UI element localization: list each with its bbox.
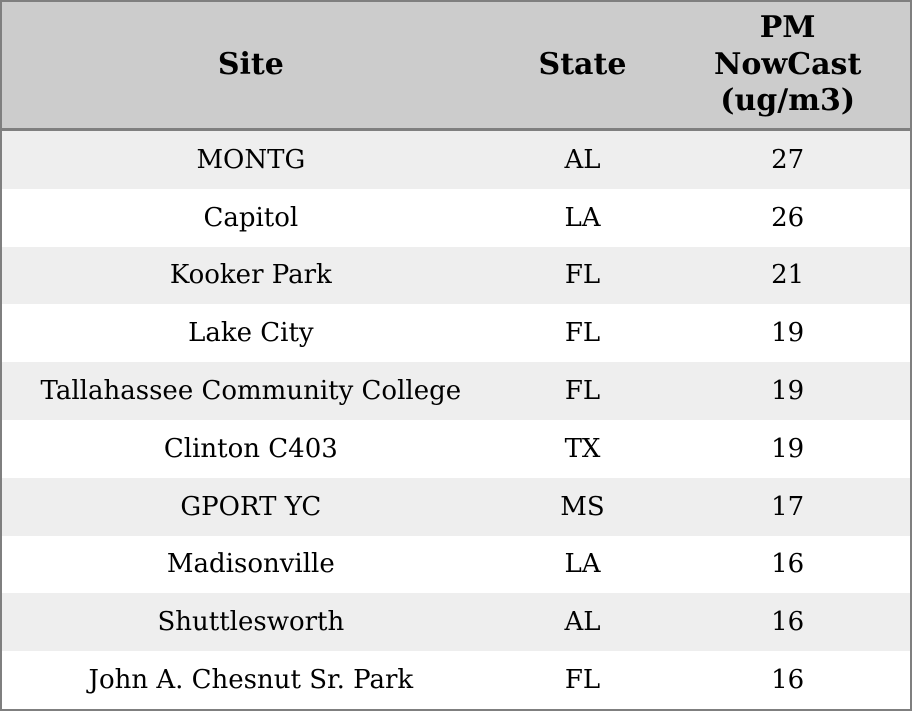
cell-site: Shuttlesworth bbox=[157, 607, 345, 638]
cell-site: Kooker Park bbox=[169, 260, 332, 291]
cell-pm-nowcast: 19 bbox=[771, 376, 805, 407]
cell-state: LA bbox=[564, 549, 601, 580]
cell-pm-nowcast: 16 bbox=[771, 665, 805, 696]
table-header: Site State PM NowCast (ug/m3) bbox=[1, 1, 911, 131]
cell-pm-nowcast: 16 bbox=[771, 549, 805, 580]
table-row: MONTG AL 27 bbox=[1, 129, 911, 189]
header-row: Site State PM NowCast (ug/m3) bbox=[1, 1, 911, 131]
cell-site: Tallahassee Community College bbox=[40, 376, 462, 407]
table-row: Tallahassee Community College FL 19 bbox=[1, 362, 911, 420]
cell-state: TX bbox=[564, 433, 601, 464]
cell-site: Madisonville bbox=[166, 549, 335, 580]
column-header-state: State bbox=[499, 1, 666, 131]
column-header-pm-nowcast: PM NowCast (ug/m3) bbox=[665, 1, 911, 131]
cell-state: LA bbox=[564, 202, 601, 233]
table-row: Kooker Park FL 21 bbox=[1, 246, 911, 305]
pm-header-line-3: (ug/m3) bbox=[720, 83, 856, 119]
pm-header-line-2: NowCast bbox=[713, 46, 862, 82]
cell-pm-nowcast: 26 bbox=[771, 202, 805, 233]
cell-pm-nowcast: 16 bbox=[771, 607, 805, 638]
table-row: Clinton C403 TX 19 bbox=[1, 419, 911, 478]
cell-site: John A. Chesnut Sr. Park bbox=[88, 665, 414, 696]
cell-site: GPORT YC bbox=[180, 491, 322, 522]
cell-state: FL bbox=[564, 376, 601, 407]
cell-state: FL bbox=[564, 318, 601, 349]
table-row: John A. Chesnut Sr. Park FL 16 bbox=[1, 651, 911, 710]
cell-site: Lake City bbox=[188, 318, 314, 349]
cell-state: FL bbox=[564, 260, 601, 291]
cell-state: AL bbox=[564, 607, 601, 638]
cell-pm-nowcast: 19 bbox=[771, 318, 805, 349]
cell-state: FL bbox=[564, 665, 601, 696]
column-header-site: Site bbox=[1, 1, 500, 131]
cell-site: MONTG bbox=[196, 144, 306, 175]
table-row: Capitol LA 26 bbox=[1, 188, 911, 247]
cell-pm-nowcast: 21 bbox=[771, 260, 805, 291]
table-row: Madisonville LA 16 bbox=[1, 535, 911, 594]
cell-pm-nowcast: 19 bbox=[771, 433, 805, 464]
cell-site: Clinton C403 bbox=[163, 433, 338, 464]
pm-header-line-1: PM bbox=[759, 9, 816, 45]
cell-site: Capitol bbox=[203, 202, 299, 233]
cell-state: MS bbox=[560, 491, 605, 522]
table-row: Lake City FL 19 bbox=[1, 304, 911, 363]
table-body: MONTG AL 27 Capitol LA 26 Kooker Park FL 21 Lake … bbox=[1, 129, 911, 710]
table-row: Shuttlesworth AL 16 bbox=[1, 593, 911, 652]
cell-pm-nowcast: 27 bbox=[771, 144, 805, 175]
cell-state: AL bbox=[564, 144, 601, 175]
cell-pm-nowcast: 17 bbox=[771, 491, 805, 522]
table-row: GPORT YC MS 17 bbox=[1, 477, 911, 536]
